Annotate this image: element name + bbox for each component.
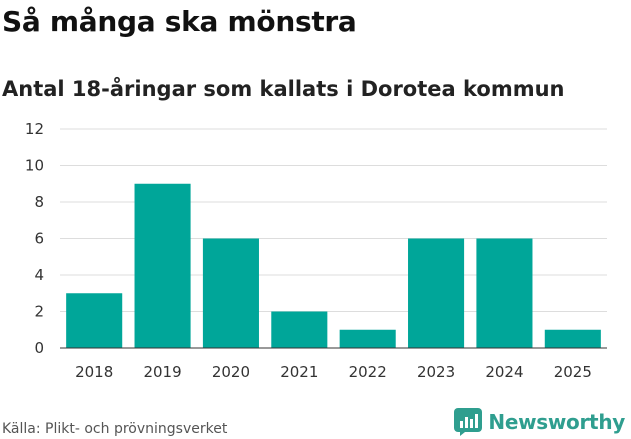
bar-2024 — [476, 238, 533, 348]
bars — [66, 183, 601, 348]
y-tick-label: 6 — [34, 230, 44, 248]
bar-2025 — [544, 329, 601, 348]
x-tick-label: 2021 — [280, 363, 318, 381]
x-tick-label: 2025 — [554, 363, 592, 381]
x-tick-label: 2024 — [485, 363, 523, 381]
x-tick-label: 2022 — [349, 363, 387, 381]
y-tick-label: 2 — [34, 303, 44, 321]
brand-name: Newsworthy — [488, 410, 625, 434]
y-tick-label: 10 — [25, 157, 44, 175]
y-tick-label: 0 — [34, 339, 44, 357]
bar-2021 — [271, 311, 328, 348]
x-tick-label: 2018 — [75, 363, 113, 381]
source-note: Källa: Plikt- och prövningsverket — [2, 421, 228, 437]
x-axis-tick-labels: 2018 2019 2020 2021 2022 2023 2024 2025 — [75, 363, 592, 381]
x-tick-label: 2019 — [143, 363, 181, 381]
chart-title: Så många ska mönstra — [2, 5, 357, 38]
y-tick-label: 12 — [25, 120, 44, 138]
x-tick-label: 2023 — [417, 363, 455, 381]
bar-2023 — [408, 238, 465, 348]
chart-subtitle: Antal 18-åringar som kallats i Dorotea k… — [2, 77, 565, 101]
y-axis-tick-labels: 0 2 4 6 8 10 12 — [25, 120, 44, 357]
x-tick-label: 2020 — [212, 363, 250, 381]
newsworthy-logo-icon — [454, 408, 483, 436]
y-tick-label: 8 — [34, 193, 44, 211]
brand-logo: Newsworthy — [454, 406, 625, 438]
bar-2018 — [66, 293, 123, 348]
bar-2019 — [134, 183, 191, 348]
y-tick-label: 4 — [34, 266, 44, 284]
bar-2022 — [339, 329, 396, 348]
bar-2020 — [202, 238, 259, 348]
